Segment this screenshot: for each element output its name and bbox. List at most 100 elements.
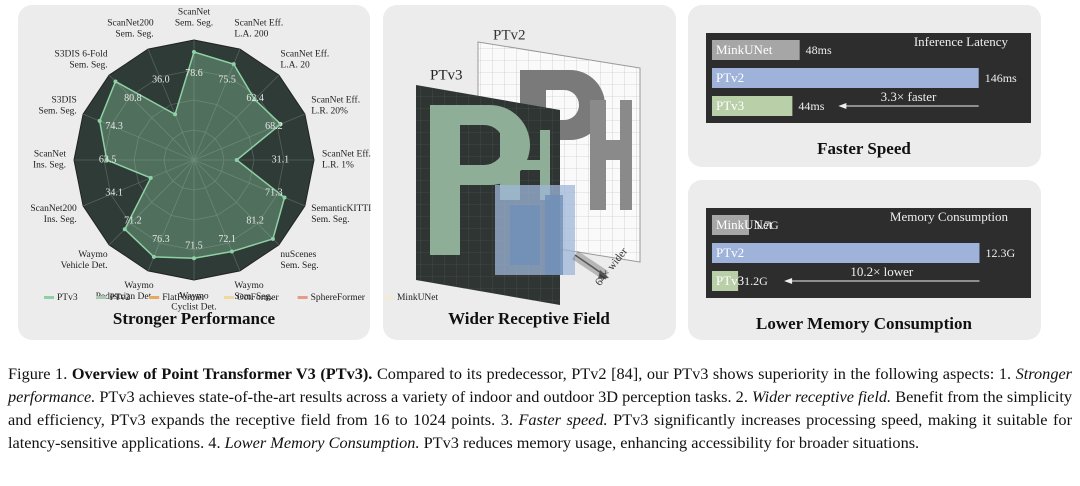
value-label: 71.5 xyxy=(185,241,203,252)
point-heading: Stronger performance. xyxy=(8,364,1073,406)
legend-label: PTv2 xyxy=(110,293,131,303)
radar-spoke xyxy=(193,113,306,161)
axis-label: Sem. Seg. xyxy=(175,19,213,29)
value-label: 34.1 xyxy=(105,187,123,198)
axis-label: nuScenes xyxy=(280,250,316,260)
value-label: 78.6 xyxy=(185,68,203,79)
legend-label: MinkUNet xyxy=(397,293,439,303)
legend-swatch xyxy=(96,296,107,299)
radar-spoke xyxy=(108,74,195,161)
value-label: 1.2G xyxy=(744,274,768,288)
radar-point xyxy=(113,79,118,84)
point-number: 4. xyxy=(208,433,221,452)
value-label: 71.3 xyxy=(265,187,283,198)
axis-label: Pedestrian Det. xyxy=(96,292,154,302)
category-label: PTv3 xyxy=(716,273,744,288)
radar-point xyxy=(104,158,109,162)
radar-spoke xyxy=(82,113,195,161)
value-label: 74.3 xyxy=(105,121,123,132)
axis-label: L.R. 1% xyxy=(322,161,354,171)
value-label: 36.0 xyxy=(152,74,170,85)
category-label: PTv2 xyxy=(716,70,744,85)
axis-label: ScanNet xyxy=(178,8,211,18)
legend-swatch xyxy=(297,296,308,299)
value-label: 44ms xyxy=(798,99,824,113)
value-label: 80.8 xyxy=(124,93,142,104)
radar-point xyxy=(173,112,178,117)
illustration xyxy=(416,41,641,305)
point-text: PTv3 achieves state-of-the-art results a… xyxy=(99,387,732,406)
radar-point xyxy=(148,175,153,180)
axis-label: Waymo xyxy=(234,281,264,291)
point-heading: Lower Memory Consumption. xyxy=(224,433,420,452)
legend-swatch xyxy=(149,296,160,299)
category-label: PTv2 xyxy=(716,245,744,260)
point-heading: Faster speed. xyxy=(518,410,608,429)
plane-label: PTv3 xyxy=(430,67,463,83)
axis-label: ScanNet Eff. xyxy=(311,94,360,105)
axis-label: L.R. 20% xyxy=(311,106,348,116)
category-label: MinkUNet xyxy=(716,42,773,57)
bar xyxy=(712,68,979,88)
radar-spoke xyxy=(193,159,306,207)
value-label: 62.4 xyxy=(246,93,264,104)
category-label: MinkUNet xyxy=(716,217,773,232)
radar-spoke xyxy=(193,74,280,161)
chart-subtitle: Memory Consumption xyxy=(890,209,1009,224)
value-label: 72.1 xyxy=(218,234,236,245)
axis-label: S3DIS xyxy=(51,95,76,105)
value-label: 1.7G xyxy=(755,218,779,232)
axis-label: L.A. 20 xyxy=(280,60,310,70)
point-number: 2. xyxy=(735,387,748,406)
axis-label: Sem. Seg. xyxy=(234,292,272,302)
axis-label: Waymo xyxy=(124,281,154,291)
axis-label: Vehicle Det. xyxy=(61,261,108,271)
radar-point xyxy=(151,254,156,259)
axis-label: ScanNet Eff. xyxy=(234,17,283,28)
value-label: 76.3 xyxy=(152,234,170,245)
axis-label: SemanticKITTI xyxy=(311,204,371,214)
panel-title: Lower Memory Consumption xyxy=(756,314,972,333)
axis-label: Sem. Seg. xyxy=(280,261,318,271)
axis-label: ScanNet200 xyxy=(107,18,154,28)
value-label: 12.3G xyxy=(985,246,1015,260)
annotation: 10.2× lower xyxy=(850,264,914,279)
radar-point xyxy=(278,122,283,127)
radar-spoke xyxy=(147,48,195,161)
radar-point xyxy=(234,158,239,162)
caption-text: Compared to its predecessor, PTv2 [84], … xyxy=(376,364,995,383)
annotation-arrowhead xyxy=(838,103,847,109)
axis-label: Ins. Seg. xyxy=(44,215,77,225)
axis-label: Sem. Seg. xyxy=(69,60,107,70)
point-number: 3. xyxy=(500,410,513,429)
radar-point xyxy=(252,97,257,102)
bar xyxy=(712,40,800,60)
caption-title: Overview of Point Transformer V3 (PTv3). xyxy=(71,364,373,383)
bar xyxy=(712,271,739,291)
value-label: 48ms xyxy=(806,43,832,57)
annotation: 3.3× faster xyxy=(881,89,937,104)
legend-label: FlatFormer xyxy=(162,293,206,303)
value-label: 31.1 xyxy=(272,154,290,165)
bar xyxy=(712,215,749,235)
axis-label: Waymo xyxy=(78,250,108,260)
figure: PTv2 PTv3 64× wider Wider Receptive Fiel… xyxy=(18,5,1041,340)
radar-spoke xyxy=(193,159,280,246)
legend-label: OctFormer xyxy=(237,293,280,303)
legend-swatch xyxy=(383,296,394,299)
panel-title: Wider Receptive Field xyxy=(448,309,610,328)
legend-swatch xyxy=(44,296,54,299)
radar-point xyxy=(229,249,234,254)
axis-label: Sem. Seg. xyxy=(115,29,153,39)
category-label: PTv3 xyxy=(716,98,744,113)
axis-label: Cyclist Det. xyxy=(171,303,216,313)
value-label: 71.2 xyxy=(124,215,142,226)
panel-title: Stronger Performance xyxy=(113,309,276,328)
axis-label: Ins. Seg. xyxy=(33,161,66,171)
chart-subtitle: Inference Latency xyxy=(914,34,1009,49)
value-label: 81.2 xyxy=(246,215,264,226)
plane-label: PTv2 xyxy=(493,27,526,43)
axis-label: Sem. Seg. xyxy=(39,106,77,116)
radar-spoke xyxy=(147,159,195,272)
